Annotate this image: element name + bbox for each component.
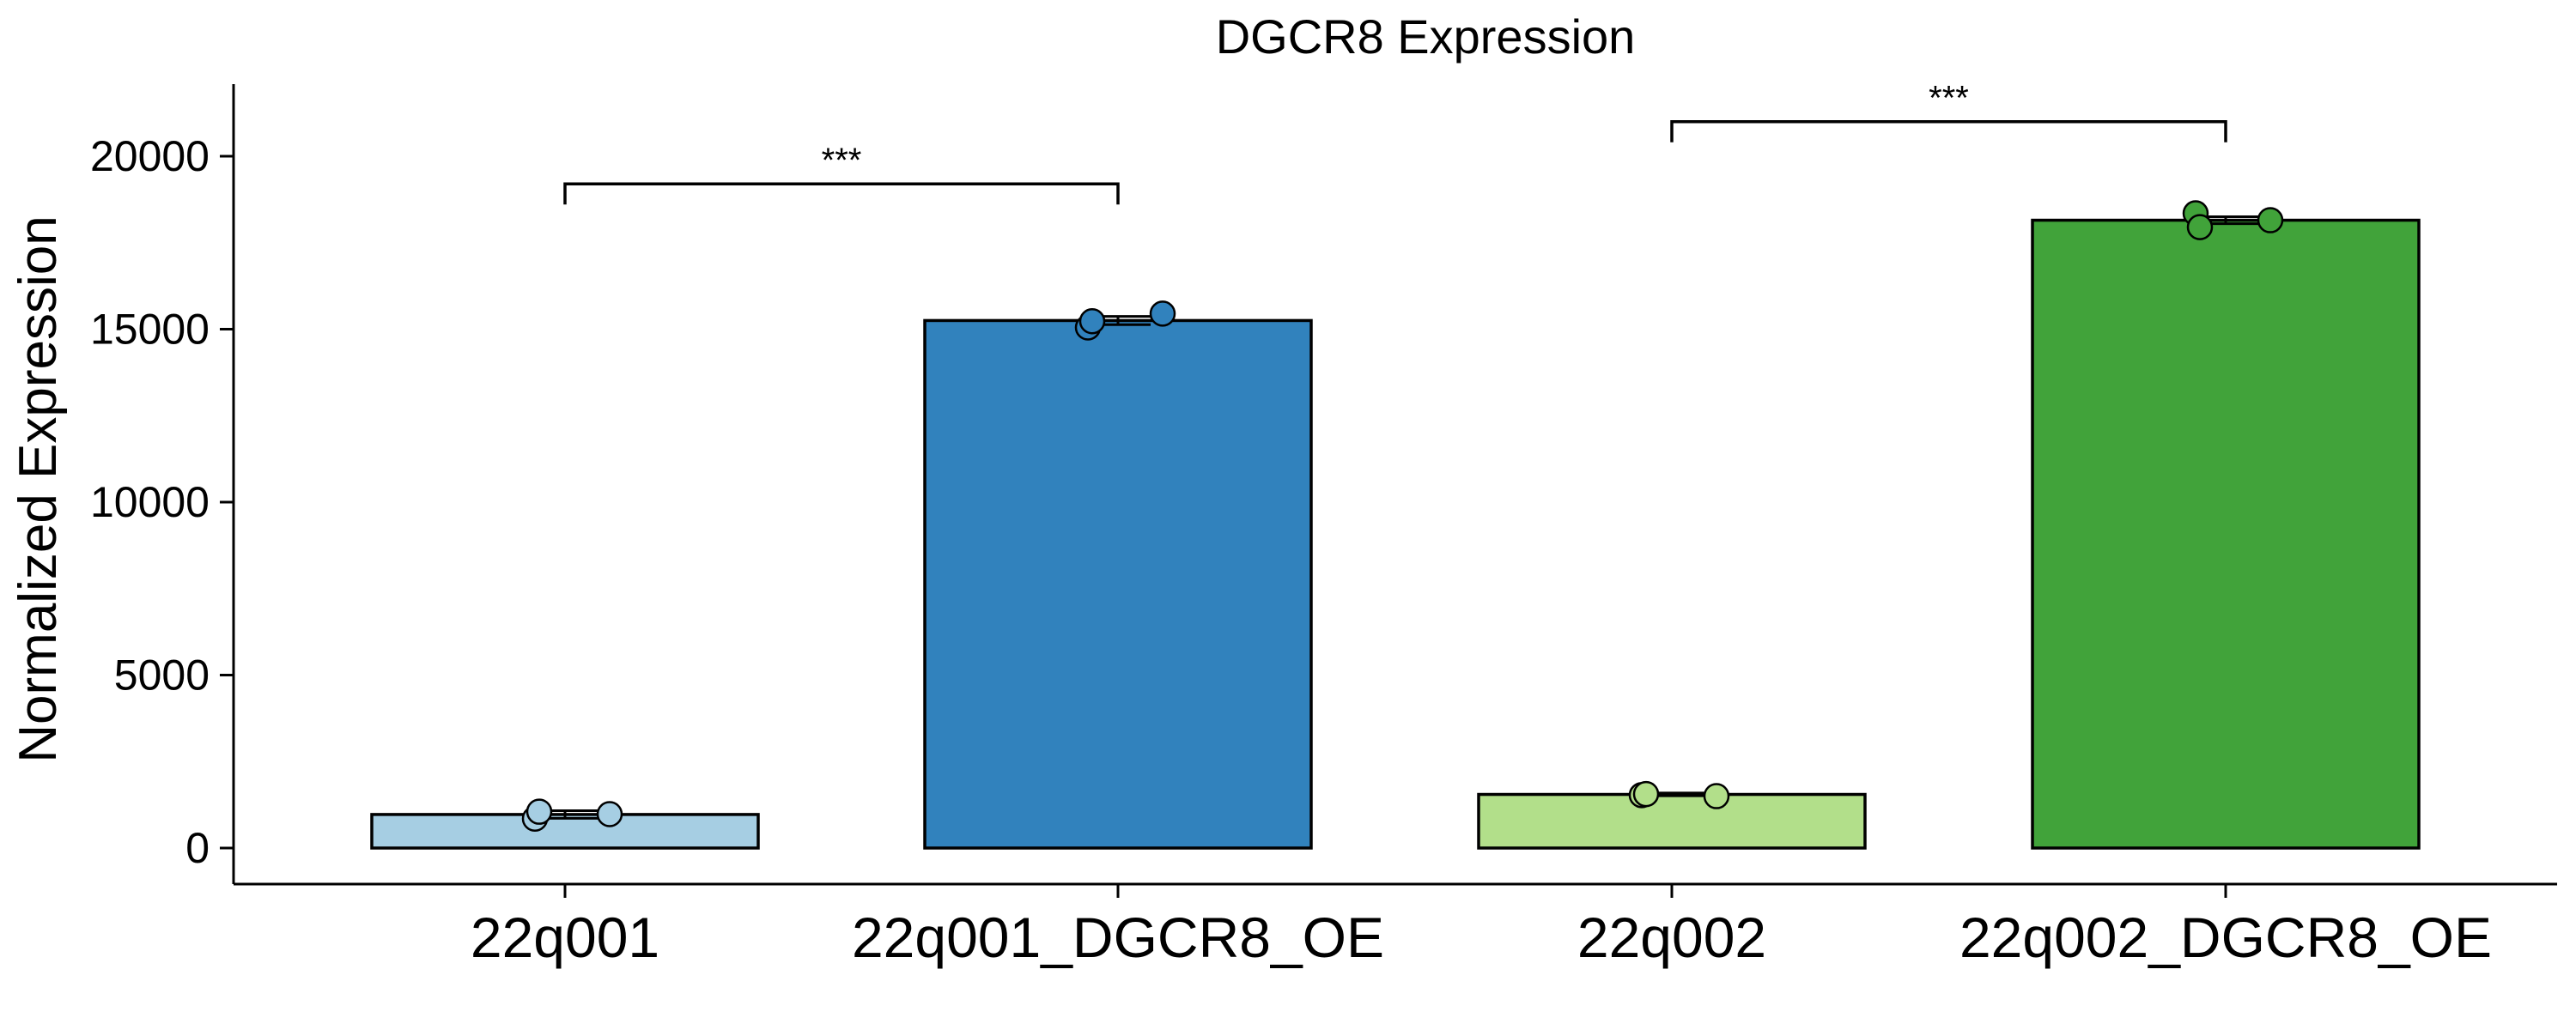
significance-label: ***: [822, 142, 862, 179]
x-tick-label: 22q002: [1577, 906, 1766, 969]
significance-bracket: [1670, 119, 2227, 142]
bar-22q001: [370, 813, 760, 850]
y-tick-label: 10000: [90, 478, 210, 526]
data-point: [1703, 783, 1730, 809]
data-point: [1632, 780, 1660, 808]
y-axis-label: Normalized Expression: [9, 215, 68, 762]
data-point: [596, 801, 623, 827]
x-tick-label: 22q002_DGCR8_OE: [1959, 906, 2492, 969]
chart-title: DGCR8 Expression: [1216, 9, 1636, 64]
bar-22q001_DGCR8_OE: [923, 318, 1313, 850]
y-tick-label: 20000: [90, 132, 210, 180]
significance-bracket: [563, 182, 1120, 205]
bar-22q002: [1477, 792, 1867, 850]
y-tick-label: 0: [185, 824, 210, 872]
plot-area: 0 5000 10000 15000 20000 22q001 22q001_DGCR8_O…: [90, 80, 2557, 969]
data-point: [526, 798, 553, 825]
bar-22q002_DGCR8_OE: [2031, 218, 2421, 850]
significance-label: ***: [1929, 80, 1969, 118]
y-tick-label: 5000: [114, 651, 210, 700]
data-point: [2257, 207, 2284, 233]
x-tick-label: 22q001: [471, 906, 659, 969]
data-point: [1078, 307, 1106, 335]
data-point: [2186, 214, 2214, 240]
data-point: [1149, 300, 1176, 327]
y-tick-label: 15000: [90, 306, 210, 354]
x-tick-label: 22q001_DGCR8_OE: [852, 906, 1384, 969]
